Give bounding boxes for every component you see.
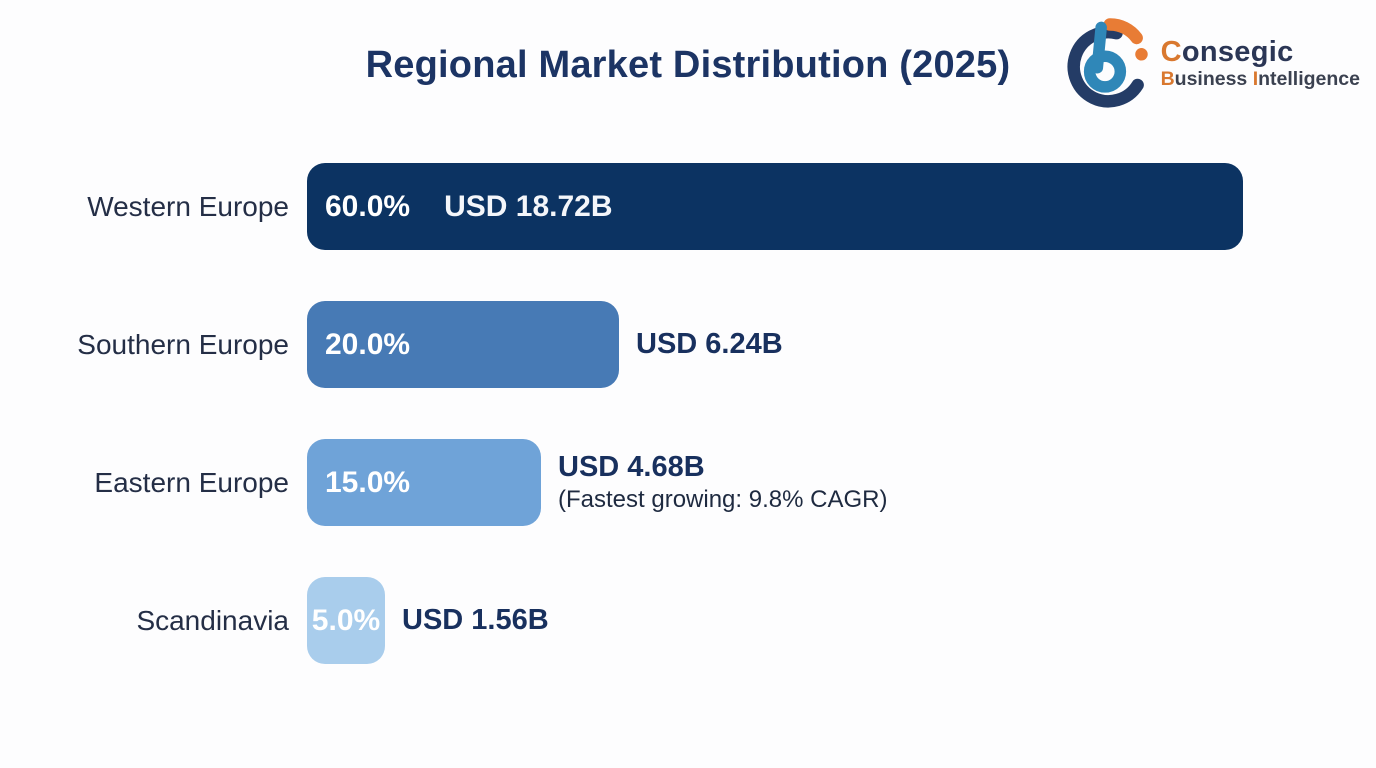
logo-tagline: Business Intelligence [1160, 67, 1360, 90]
bar-percent-label: 5.0% [311, 603, 381, 637]
bar-area: 20.0% USD 6.24B [307, 301, 1376, 388]
bar: 20.0% [307, 301, 619, 388]
bar-percent-label: 15.0% [325, 465, 411, 499]
chart-row: Scandinavia 5.0% USD 1.56B [0, 577, 1376, 664]
value-label: USD 6.24B [636, 328, 783, 360]
bar: 15.0% [307, 439, 541, 526]
annotation-label: (Fastest growing: 9.8% CAGR) [558, 486, 888, 513]
consegic-logo: Consegic Business Intelligence [1057, 12, 1360, 115]
logo-brand-name: Consegic [1160, 35, 1294, 68]
consegic-logo-icon [1057, 12, 1153, 115]
header: Regional Market Distribution (2025) C [0, 0, 1376, 120]
value-block: USD 4.68B (Fastest growing: 9.8% CAGR) [558, 451, 887, 514]
category-label: Western Europe [87, 190, 289, 222]
category-label: Scandinavia [136, 604, 289, 636]
bar-area: 60.0% USD 18.72B [307, 163, 1376, 250]
consegic-logo-text: Consegic Business Intelligence [1160, 35, 1360, 90]
bar-chart: Western Europe 60.0% USD 18.72B Southern… [0, 163, 1376, 664]
chart-row: Western Europe 60.0% USD 18.72B [0, 163, 1376, 250]
chart-title: Regional Market Distribution (2025) [365, 44, 1011, 86]
bar-area: 15.0% USD 4.68B (Fastest growing: 9.8% C… [307, 439, 1376, 526]
bar: 5.0% [307, 577, 385, 664]
category-label: Southern Europe [77, 328, 289, 360]
bar-area: 5.0% USD 1.56B [307, 577, 1376, 664]
bar: 60.0% USD 18.72B [307, 163, 1243, 250]
value-block: USD 1.56B [402, 604, 549, 637]
chart-row: Eastern Europe 15.0% USD 4.68B (Fastest … [0, 439, 1376, 526]
category-label: Eastern Europe [94, 466, 289, 498]
value-block: USD 6.24B [636, 328, 783, 361]
value-label: USD 1.56B [402, 604, 549, 636]
chart-row: Southern Europe 20.0% USD 6.24B [0, 301, 1376, 388]
bar-value-inside-label: USD 18.72B [444, 189, 613, 223]
bar-percent-label: 60.0% [325, 189, 411, 223]
value-label: USD 4.68B [558, 451, 705, 483]
bar-percent-label: 20.0% [325, 327, 411, 361]
